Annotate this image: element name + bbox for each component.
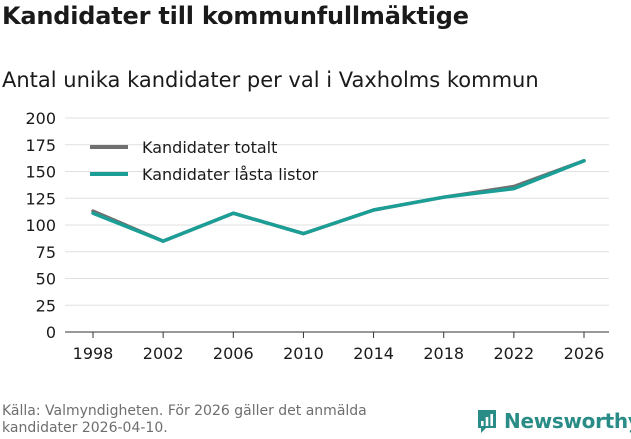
y-tick-label-125: 125: [25, 189, 56, 208]
y-tick-label-175: 175: [25, 136, 56, 155]
y-tick-label-25: 25: [36, 296, 56, 315]
y-tick-label-0: 0: [46, 323, 56, 342]
y-tick-label-150: 150: [25, 163, 56, 182]
x-tick-label-2002: 2002: [143, 344, 184, 363]
x-tick-label-2022: 2022: [493, 344, 534, 363]
x-tick-label-1998: 1998: [73, 344, 114, 363]
newsworthy-logo: Newsworthy: [476, 408, 631, 434]
y-tick-label-75: 75: [36, 243, 56, 262]
y-tick-label-100: 100: [25, 216, 56, 235]
newsworthy-logo-text: Newsworthy: [504, 409, 631, 433]
x-tick-label-2006: 2006: [213, 344, 254, 363]
line-chart: 0 25 50 75 100 125 150 175 200 1998 2002 2006 2010 20…: [25, 109, 609, 363]
x-tick-label-2014: 2014: [353, 344, 394, 363]
legend-item-kandidater-lasta-listor-label: Kandidater låsta listor: [142, 165, 319, 184]
y-tick-label-50: 50: [36, 270, 56, 289]
chart-title: Kandidater till kommunfullmäktige: [2, 2, 469, 30]
chart-subtitle: Antal unika kandidater per val i Vaxholm…: [2, 68, 539, 92]
x-tick-label-2018: 2018: [423, 344, 464, 363]
source-note: Källa: Valmyndigheten. För 2026 gäller d…: [2, 403, 367, 436]
legend-item-kandidater-totalt-label: Kandidater totalt: [142, 138, 277, 157]
x-tick-label-2010: 2010: [283, 344, 324, 363]
newsworthy-logo-icon: [478, 410, 496, 433]
x-tick-label-2026: 2026: [564, 344, 605, 363]
series-line-kandidater-lasta-listor: [91, 159, 586, 243]
y-tick-label-200: 200: [25, 109, 56, 128]
